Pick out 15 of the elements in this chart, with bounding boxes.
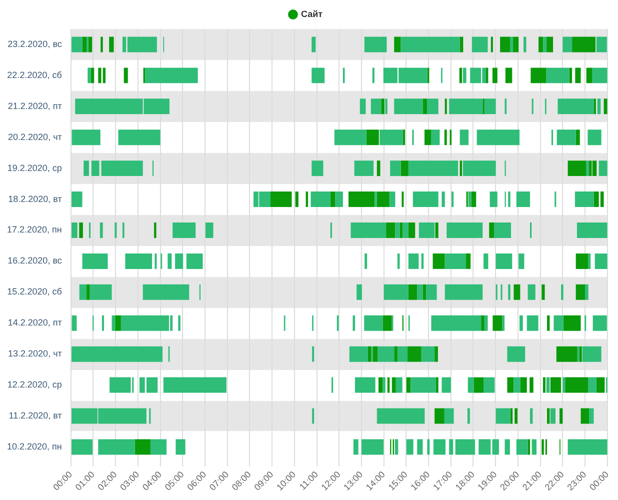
- y-tick-label: 21.2.2020, пт: [8, 100, 62, 111]
- y-tick-label: 14.2.2020, пт: [8, 318, 62, 328]
- y-tick-label: 22.2.2020, сб: [7, 70, 62, 80]
- y-tick-label: 17.2.2020, пн: [6, 224, 62, 235]
- y-tick-label: 18.2.2020, вт: [8, 194, 62, 204]
- y-tick-label: 16.2.2020, вс: [8, 256, 62, 266]
- y-tick-label: 12.2.2020, ср: [7, 380, 62, 390]
- y-tick-label: 10.2.2020, пн: [6, 441, 62, 452]
- legend-label: Сайт: [300, 8, 324, 19]
- y-tick-label: 11.2.2020, вт: [8, 410, 62, 420]
- y-tick-label: 23.2.2020, вс: [8, 38, 62, 49]
- y-tick-label: 15.2.2020, сб: [7, 286, 62, 297]
- y-tick-label: 20.2.2020, чт: [8, 132, 62, 142]
- y-tick-label: 13.2.2020, чт: [8, 348, 62, 359]
- y-tick-label: 19.2.2020, ср: [7, 162, 62, 173]
